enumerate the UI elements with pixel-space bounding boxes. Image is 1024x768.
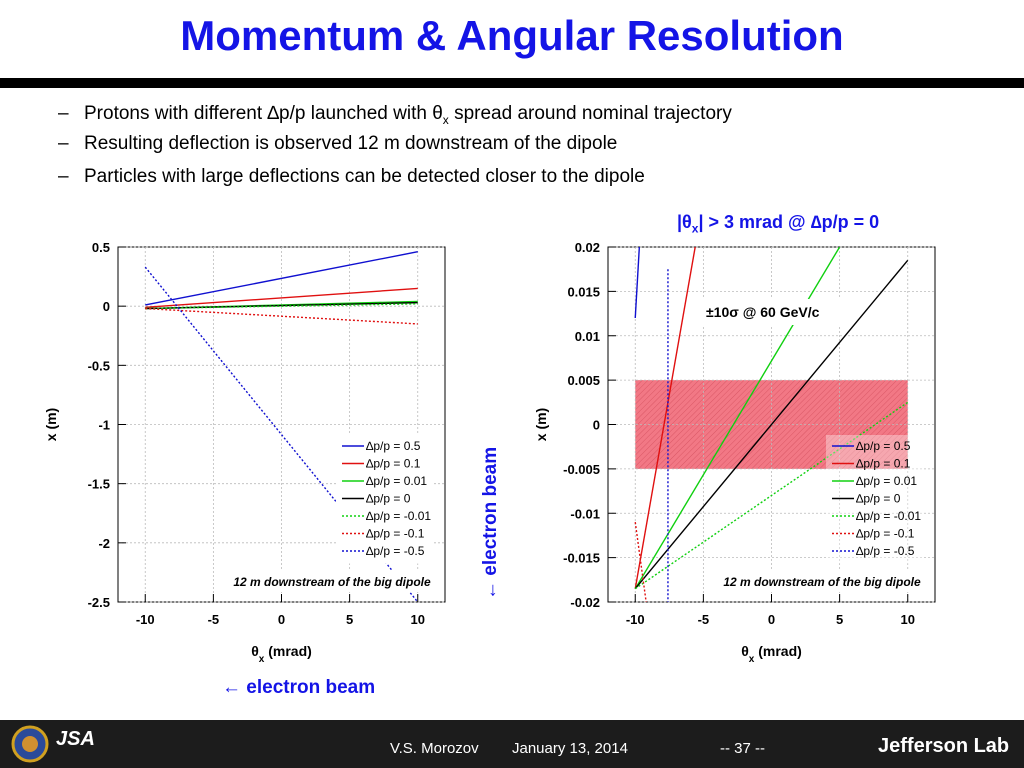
bullet-text: Particles with large deflections can be …	[84, 166, 645, 187]
legend-label: ∆p/p = 0.1	[366, 457, 421, 471]
legend-label: ∆p/p = 0.5	[856, 439, 911, 453]
legend-label: ∆p/p = -0.01	[366, 509, 431, 523]
x-axis-label-sub: x	[749, 654, 755, 665]
legend-label: ∆p/p = 0.5	[366, 439, 421, 453]
y-tick-label: 0.01	[575, 329, 600, 344]
y-tick-label: 0.5	[92, 240, 110, 255]
subscript-x: x	[691, 221, 699, 236]
series-line	[145, 287, 418, 309]
band-label: ±10σ @ 60 GeV/c	[706, 304, 820, 320]
series-line	[634, 259, 909, 590]
angle-threshold-annotation: |θx| > 3 mrad @ ∆p/p = 0	[677, 212, 879, 236]
x-tick-label: -10	[136, 612, 155, 627]
x-axis-label: θx (mrad)	[741, 643, 802, 665]
electron-beam-vertical-label: ← electron beam	[480, 446, 501, 600]
band-label-bg	[698, 299, 848, 325]
legend-label: ∆p/p = 0	[366, 492, 411, 506]
series-line	[634, 522, 647, 602]
footer-bar	[0, 720, 1024, 768]
y-axis-label: x (m)	[533, 408, 549, 441]
y-tick-label: 0.005	[567, 373, 600, 388]
subscript-x: x	[442, 112, 449, 127]
bullet-2: – Resulting deflection is observed 12 m d…	[58, 133, 617, 155]
x-axis-label-rest: (mrad)	[754, 643, 801, 659]
plot-annotation: 12 m downstream of the big dipole	[233, 575, 431, 589]
series-line	[145, 303, 418, 310]
x-tick-label: 0	[278, 612, 285, 627]
footer-author: V.S. Morozov	[390, 740, 479, 757]
legend-label: ∆p/p = -0.1	[366, 527, 425, 541]
legend-label: ∆p/p = 0	[856, 492, 901, 506]
bullet-dash: –	[58, 166, 69, 187]
bullet-text: Protons with different	[84, 103, 268, 124]
legend-label: ∆p/p = -0.5	[366, 544, 425, 558]
y-tick-label: -0.01	[570, 506, 600, 521]
bullet-dash: –	[58, 133, 69, 154]
y-tick-label: 0.02	[575, 240, 600, 255]
plot-annotation: 12 m downstream of the big dipole	[723, 575, 921, 589]
x-tick-label: 0	[768, 612, 775, 627]
legend-label: ∆p/p = -0.1	[856, 527, 915, 541]
footer-page-number: -- 37 --	[720, 740, 765, 757]
series-group	[144, 251, 419, 602]
bullet-text: spread around nominal trajectory	[448, 103, 732, 124]
electron-beam-label: ← electron beam	[222, 677, 376, 698]
x-tick-label: 10	[901, 612, 915, 627]
legend-label: ∆p/p = -0.01	[856, 509, 921, 523]
series-line	[634, 247, 641, 319]
legend-label: ∆p/p = 0.01	[856, 474, 917, 488]
bullet-1: – Protons with different ∆p/p launched wi…	[58, 103, 732, 127]
x-tick-label: -10	[626, 612, 645, 627]
annotation-text: |θ	[677, 212, 692, 232]
y-tick-label: -1.5	[88, 477, 110, 492]
series-line	[145, 251, 418, 306]
chart-right: -10 -5 0 5 10 0.02 0.015 0.01 0.005 0 -0.005 -0.01 -…	[533, 240, 936, 665]
jefferson-lab-logo: Jefferson Lab	[878, 735, 1010, 757]
y-tick-label: -2.5	[88, 595, 110, 610]
y-tick-label: -0.5	[88, 358, 110, 373]
y-tick-label: 0	[593, 418, 600, 433]
series-line	[634, 247, 696, 589]
x-tick-label: 5	[836, 612, 843, 627]
x-tick-label: 10	[411, 612, 425, 627]
y-tick-label: 0	[103, 299, 110, 314]
x-axis-label-sub: x	[259, 654, 265, 665]
jsa-logo: JSA	[56, 728, 95, 750]
bullet-dash: –	[58, 103, 69, 124]
legend-label: ∆p/p = 0.1	[856, 457, 911, 471]
y-axis-label: x (m)	[43, 408, 59, 441]
legend-label: ∆p/p = -0.5	[856, 544, 915, 558]
annotation-text: | > 3 mrad @ ∆p/p = 0	[698, 212, 880, 232]
title-rule	[0, 78, 1024, 88]
x-axis-label-rest: (mrad)	[264, 643, 311, 659]
y-tick-label: -0.015	[563, 551, 600, 566]
y-tick-label: -2	[98, 536, 110, 551]
series-line	[145, 307, 418, 325]
y-tick-label: 0.015	[567, 284, 600, 299]
x-tick-label: -5	[698, 612, 710, 627]
x-axis-label: θx (mrad)	[251, 643, 312, 665]
legend-label: ∆p/p = 0.01	[366, 474, 427, 488]
annotation-bg	[220, 570, 444, 592]
series-line	[634, 401, 909, 590]
y-tick-label: -0.02	[570, 595, 600, 610]
slide-title: Momentum & Angular Resolution	[180, 12, 844, 59]
footer-date: January 13, 2014	[512, 740, 628, 757]
y-tick-label: -1	[98, 418, 110, 433]
theta-symbol: θ	[432, 103, 443, 124]
bullet-text: Resulting deflection is observed 12 m do…	[84, 133, 618, 154]
chart-left: -10 -5 0 5 10 0.5 0 -0.5 -1 -1.5 -2 -2.5 θx (mrad) x …	[43, 240, 446, 665]
seal-logo	[11, 725, 49, 763]
x-tick-label: 5	[346, 612, 353, 627]
annotation-bg	[710, 570, 934, 592]
x-tick-label: -5	[208, 612, 220, 627]
y-tick-label: -0.005	[563, 462, 600, 477]
bullet-3: – Particles with large deflections can be…	[58, 166, 645, 188]
delta-symbol: ∆	[267, 103, 280, 124]
bullet-text: p/p launched with	[279, 103, 433, 124]
